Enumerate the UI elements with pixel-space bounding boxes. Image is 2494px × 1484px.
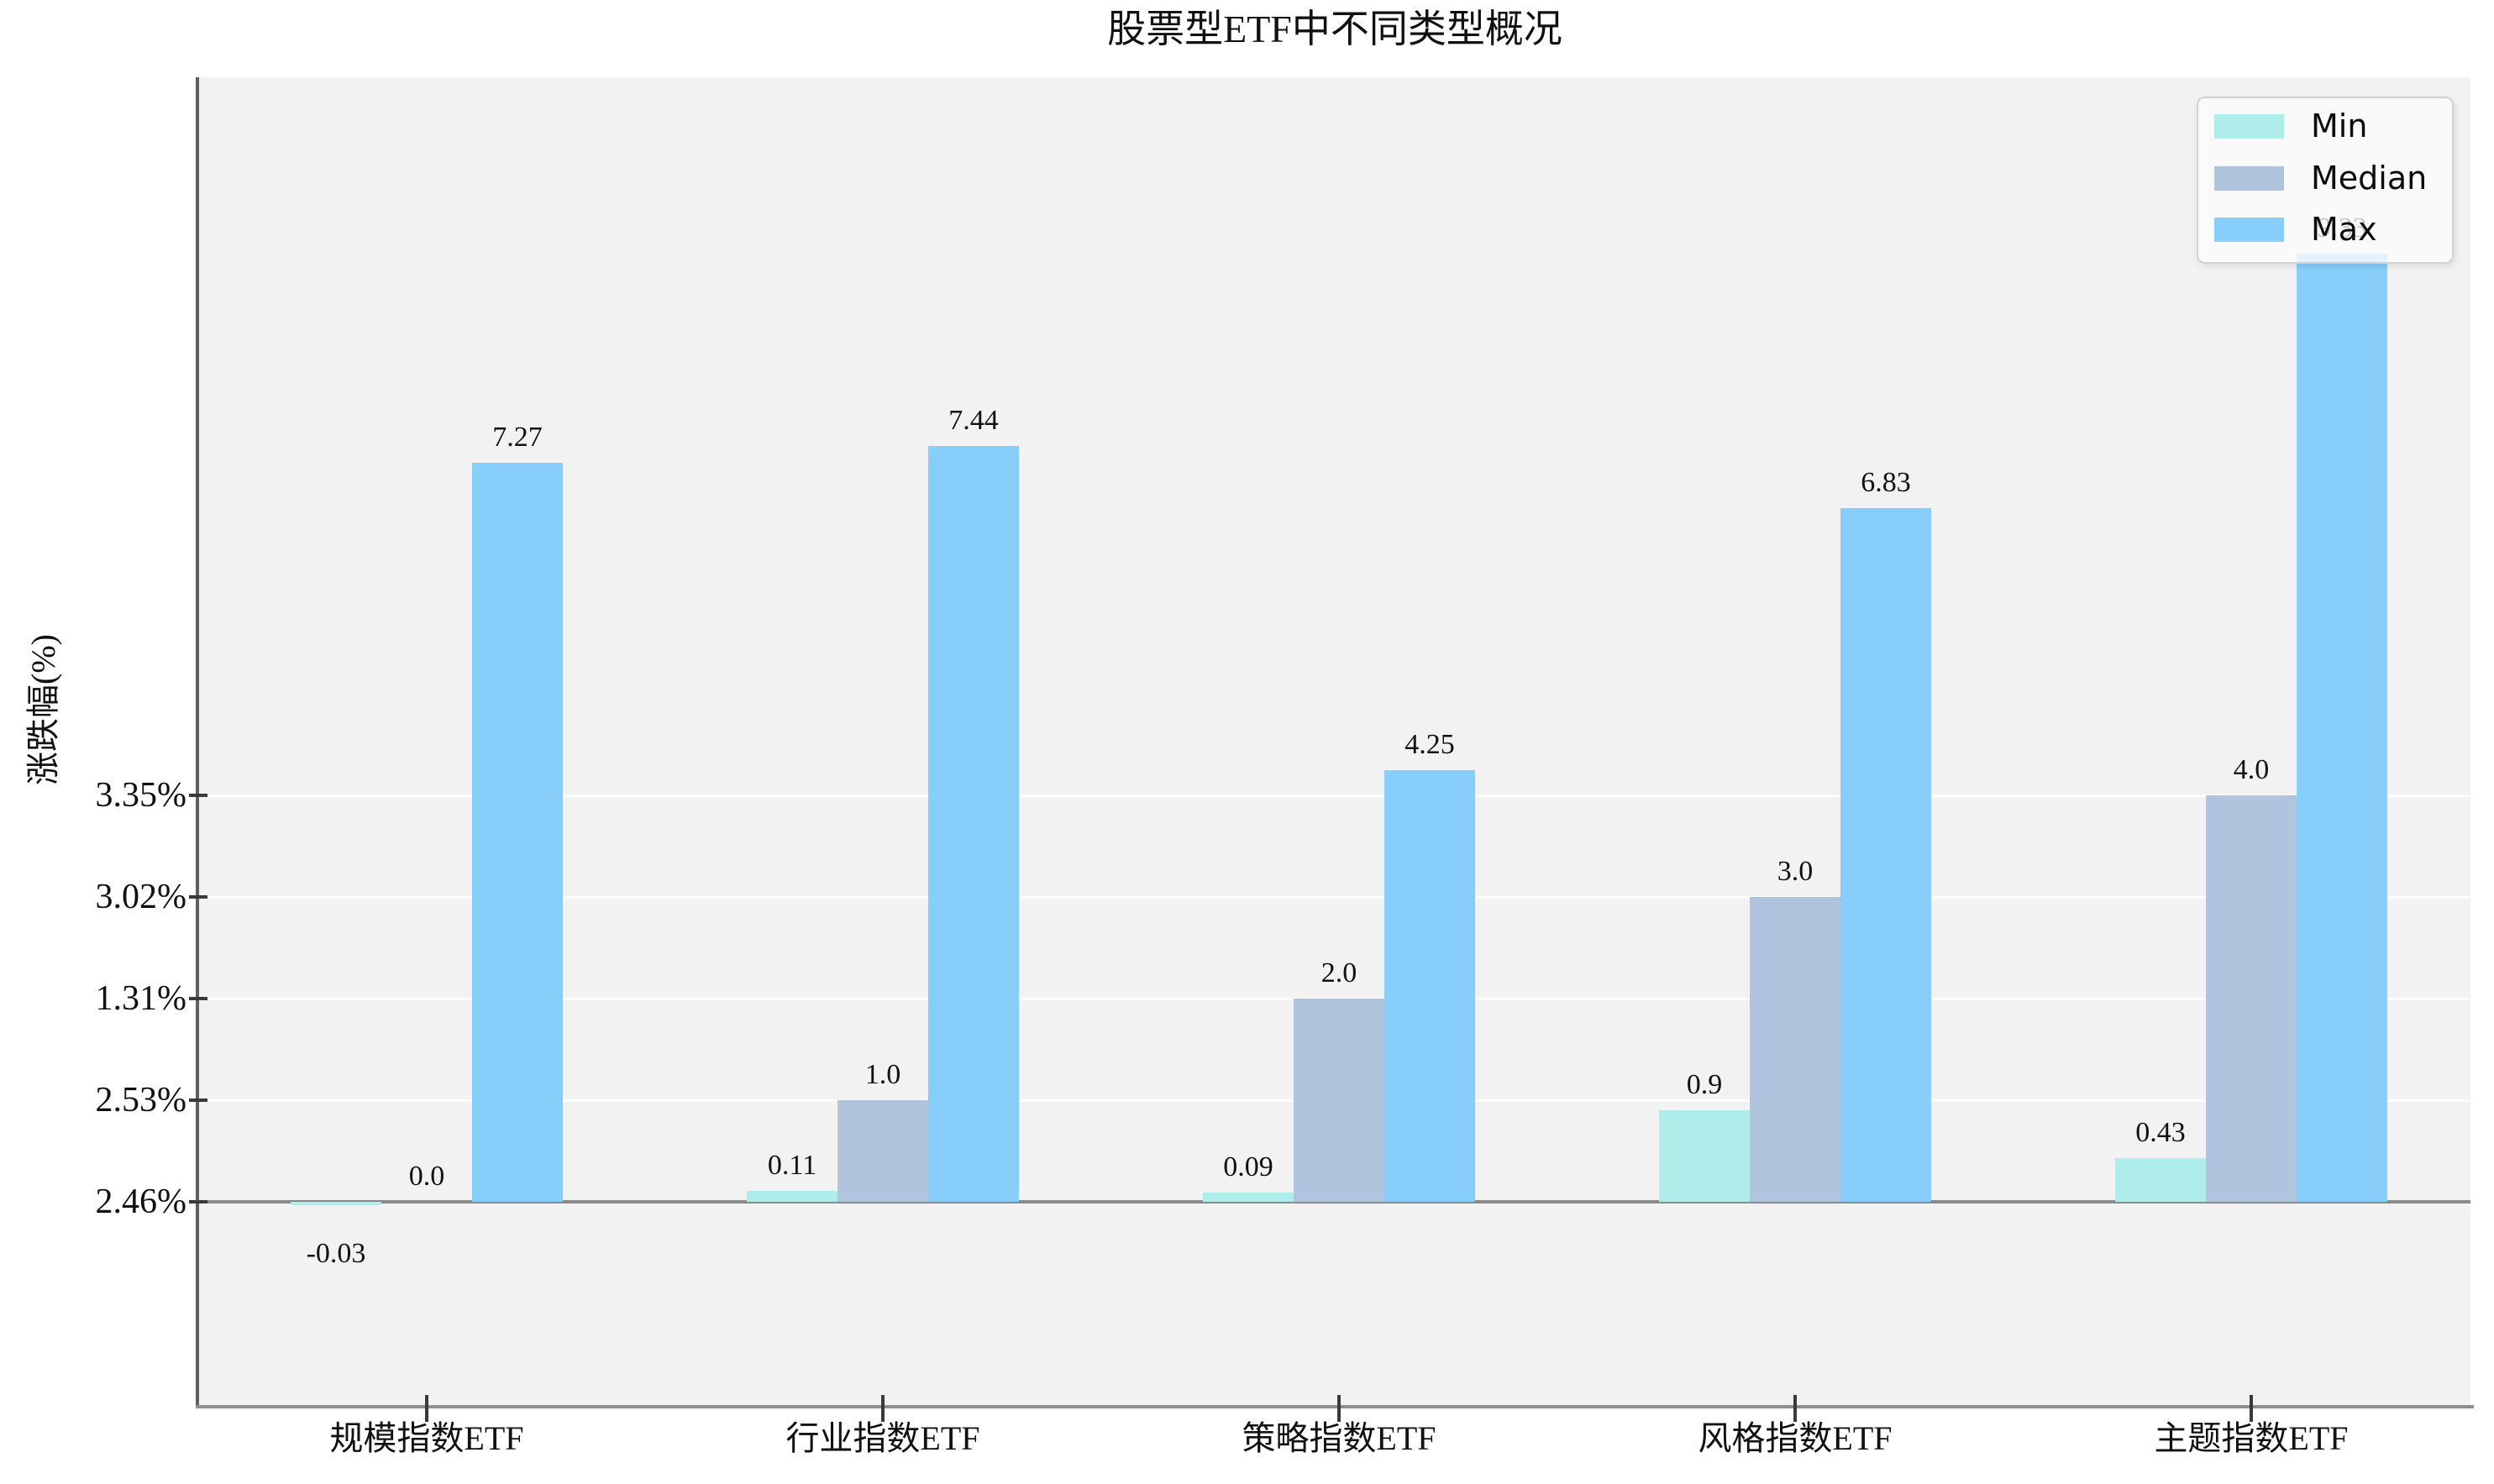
x-tick (881, 1395, 885, 1422)
legend-swatch-min (2214, 114, 2284, 139)
bar-value-label: 1.0 (864, 1059, 901, 1090)
legend-swatch-max (2214, 218, 2284, 242)
x-tick (425, 1395, 428, 1422)
x-tick-label: 风格指数ETF (1698, 1419, 1893, 1457)
y-tick-label: 2.46% (95, 1182, 187, 1221)
bar-value-label: 3.0 (1777, 856, 1814, 887)
y-tick-label: 3.35% (95, 776, 187, 815)
y-tick (189, 997, 207, 1000)
y-tick (189, 895, 207, 899)
bar-value-label: 7.27 (492, 422, 543, 453)
bar-value-label: 6.83 (1861, 467, 1911, 498)
bar-value-label: -0.03 (306, 1238, 366, 1269)
bar-min-0 (291, 1202, 381, 1205)
bar-min-2 (1203, 1193, 1294, 1202)
gridline (199, 794, 2470, 797)
bar-value-label: 4.25 (1405, 729, 1455, 760)
y-tick (189, 1200, 207, 1203)
y-tick (189, 1099, 207, 1102)
bar-median-1 (837, 1100, 928, 1202)
legend-label-max: Max (2311, 211, 2377, 248)
bar-max-3 (1840, 508, 1931, 1202)
bar-max-1 (928, 446, 1019, 1202)
bar-value-label: 7.44 (948, 405, 999, 436)
legend-swatch-median (2214, 166, 2284, 191)
x-tick-label: 规模指数ETF (329, 1419, 524, 1457)
bar-value-label: 0.43 (2135, 1117, 2186, 1148)
y-tick-label: 1.31% (95, 979, 187, 1018)
legend-label-median: Median (2311, 160, 2428, 197)
bar-value-label: 2.0 (1321, 957, 1357, 988)
bar-min-4 (2115, 1158, 2206, 1202)
bar-max-2 (1384, 770, 1475, 1202)
chart-title: 股票型ETF中不同类型概况 (1107, 8, 1562, 50)
bar-value-label: 4.0 (2233, 754, 2270, 785)
y-tick (189, 794, 207, 797)
legend-label-min: Min (2311, 107, 2368, 144)
x-tick (2250, 1395, 2253, 1422)
bar-median-3 (1750, 897, 1840, 1202)
y-tick-label: 3.02% (95, 878, 187, 916)
zero-baseline (199, 1200, 2470, 1203)
x-tick (1793, 1395, 1797, 1422)
legend: Min Median Max (2197, 97, 2454, 264)
bar-median-2 (1294, 999, 1384, 1202)
bar-value-label: 0.0 (408, 1161, 445, 1192)
bar-min-1 (747, 1191, 837, 1202)
bar-max-4 (2297, 254, 2387, 1202)
x-axis-spine (196, 1405, 2474, 1408)
y-axis-label: 涨跌幅(%) (24, 634, 62, 785)
y-tick-label: 2.53% (95, 1081, 187, 1120)
gridline (199, 896, 2470, 899)
bar-value-label: 0.11 (767, 1150, 817, 1181)
x-tick-label: 主题指数ETF (2154, 1419, 2349, 1457)
bar-value-label: 0.9 (1686, 1069, 1723, 1100)
bar-min-3 (1659, 1110, 1750, 1202)
bar-median-4 (2206, 795, 2297, 1202)
x-tick-label: 策略指数ETF (1242, 1419, 1436, 1457)
bar-value-label: 0.09 (1223, 1151, 1273, 1182)
x-tick-label: 行业指数ETF (785, 1419, 980, 1457)
y-axis-spine (196, 77, 199, 1408)
x-tick (1337, 1395, 1341, 1422)
bar-max-0 (472, 463, 563, 1202)
